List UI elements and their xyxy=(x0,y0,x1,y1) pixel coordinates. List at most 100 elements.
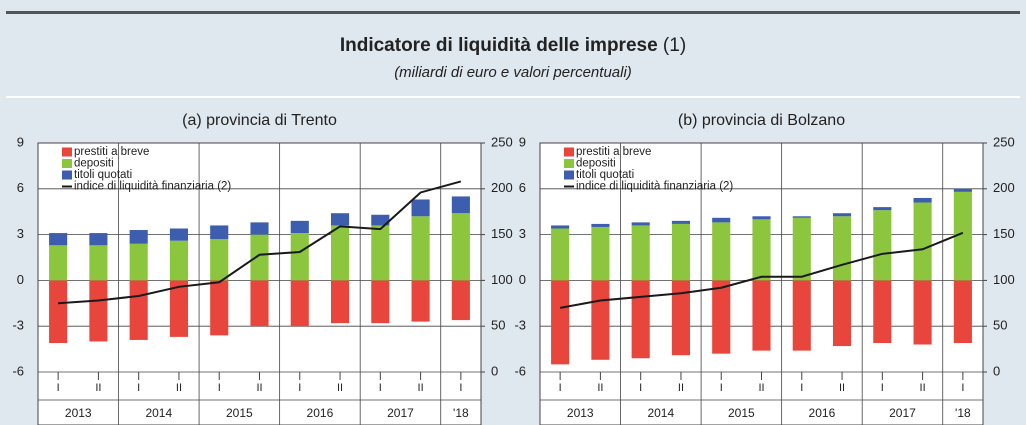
bar-segment xyxy=(953,280,972,343)
x-tick-label: I xyxy=(639,382,642,394)
bar-segment xyxy=(913,280,932,345)
bar-segment xyxy=(371,214,390,226)
legend-label: depositi xyxy=(74,158,114,170)
x-tick-label: I xyxy=(961,382,964,394)
y-tick-label: 6 xyxy=(519,180,526,195)
y-tick-label: -6 xyxy=(514,363,526,378)
y2-tick-label: 150 xyxy=(993,226,1015,241)
panel-title: (a) provincia di Trento xyxy=(182,112,337,129)
title-main: Indicatore di liquidità delle imprese xyxy=(340,35,658,56)
index-line xyxy=(559,231,964,309)
bar-segment xyxy=(913,202,932,281)
x-tick-label: I xyxy=(800,382,803,394)
x-tick-label: II xyxy=(256,382,262,394)
y2-tick-label: 200 xyxy=(993,180,1015,195)
bar-segment xyxy=(591,280,610,360)
bar-segment xyxy=(210,225,229,240)
bar-segment xyxy=(551,225,570,229)
bar-segment xyxy=(330,225,350,281)
bar-segment xyxy=(330,280,350,324)
y2-tick-label: 250 xyxy=(993,134,1015,149)
bar-segment xyxy=(671,220,691,224)
legend-label: depositi xyxy=(576,158,616,170)
bar-segment xyxy=(451,213,470,281)
bar-segment xyxy=(752,219,771,281)
x-tick-label: I xyxy=(459,382,462,394)
y-tick-label: 0 xyxy=(519,272,526,287)
bar-segment xyxy=(631,225,650,281)
bar-segment xyxy=(551,228,570,281)
bar-segment xyxy=(712,217,731,223)
bar-segment xyxy=(671,280,691,356)
legend-label: titoli quotati xyxy=(74,169,132,181)
bar-segment xyxy=(832,280,852,347)
bar-segment xyxy=(631,280,650,359)
bar-segment xyxy=(169,280,189,337)
bar-segment xyxy=(290,233,309,281)
bar-segment xyxy=(953,188,972,192)
x-tick-label: II xyxy=(758,382,764,394)
bar-segment xyxy=(49,245,68,281)
y-tick-label: 3 xyxy=(519,226,526,241)
legend-swatch xyxy=(564,147,574,157)
index-line xyxy=(58,180,462,305)
x-group-label: 2014 xyxy=(647,406,674,420)
y-tick-label: 0 xyxy=(17,272,24,287)
legend-label: indice di liquidità finanziaria (2) xyxy=(576,181,733,193)
x-group-label: 2016 xyxy=(307,406,334,420)
bar-segment xyxy=(451,196,470,214)
y-tick-label: -3 xyxy=(514,318,526,333)
bar-segment xyxy=(371,280,390,324)
x-group-label: 2014 xyxy=(145,406,172,420)
x-tick-label: II xyxy=(839,382,845,394)
bar-segment xyxy=(792,217,811,281)
x-tick-label: II xyxy=(597,382,603,394)
bar-segment xyxy=(591,226,610,281)
y2-tick-label: 50 xyxy=(491,318,505,333)
x-group-label: 2016 xyxy=(809,406,836,420)
bar-segment xyxy=(89,280,108,342)
bar-segment xyxy=(411,199,430,217)
y-tick-label: 3 xyxy=(17,226,24,241)
bar-segment xyxy=(49,233,68,246)
y2-tick-label: 0 xyxy=(491,363,498,378)
bar-segment xyxy=(913,197,932,203)
x-group-label: '18 xyxy=(453,406,469,420)
top-rule xyxy=(6,11,1020,14)
y-tick-label: -6 xyxy=(12,363,24,378)
legend-swatch xyxy=(62,170,72,180)
x-tick-label: I xyxy=(298,382,301,394)
legend-swatch xyxy=(62,159,72,168)
bar-segment xyxy=(792,280,811,351)
x-tick-label: II xyxy=(176,382,182,394)
x-tick-label: II xyxy=(678,382,684,394)
x-tick-label: II xyxy=(418,382,424,394)
figure-title: Indicatore di liquidità delle imprese (1… xyxy=(340,35,686,56)
bar-segment xyxy=(250,234,269,281)
x-group-label: 2015 xyxy=(728,406,755,420)
y-tick-label: -3 xyxy=(12,318,24,333)
bar-segment xyxy=(129,230,148,244)
bar-segment xyxy=(631,222,650,226)
figure-subtitle: (miliardi di euro e valori percentuali) xyxy=(394,64,632,81)
legend-swatch xyxy=(564,159,574,168)
x-tick-label: II xyxy=(95,382,101,394)
x-tick-label: II xyxy=(920,382,926,394)
bar-segment xyxy=(411,216,430,281)
legend-swatch xyxy=(564,170,574,180)
bar-segment xyxy=(129,280,148,340)
y-tick-label: 9 xyxy=(17,134,24,149)
legend-label: prestiti a breve xyxy=(74,146,149,158)
plot-frame xyxy=(37,142,482,425)
bar-segment xyxy=(832,216,852,281)
title-note: (1) xyxy=(663,35,686,56)
bar-segment xyxy=(129,243,148,281)
y2-tick-label: 200 xyxy=(491,180,513,195)
bar-segment xyxy=(89,245,108,281)
bar-segment xyxy=(671,223,691,281)
bar-segment xyxy=(873,280,892,343)
y2-tick-label: 100 xyxy=(993,272,1015,287)
x-tick-label: I xyxy=(137,382,140,394)
bar-segment xyxy=(953,191,972,281)
